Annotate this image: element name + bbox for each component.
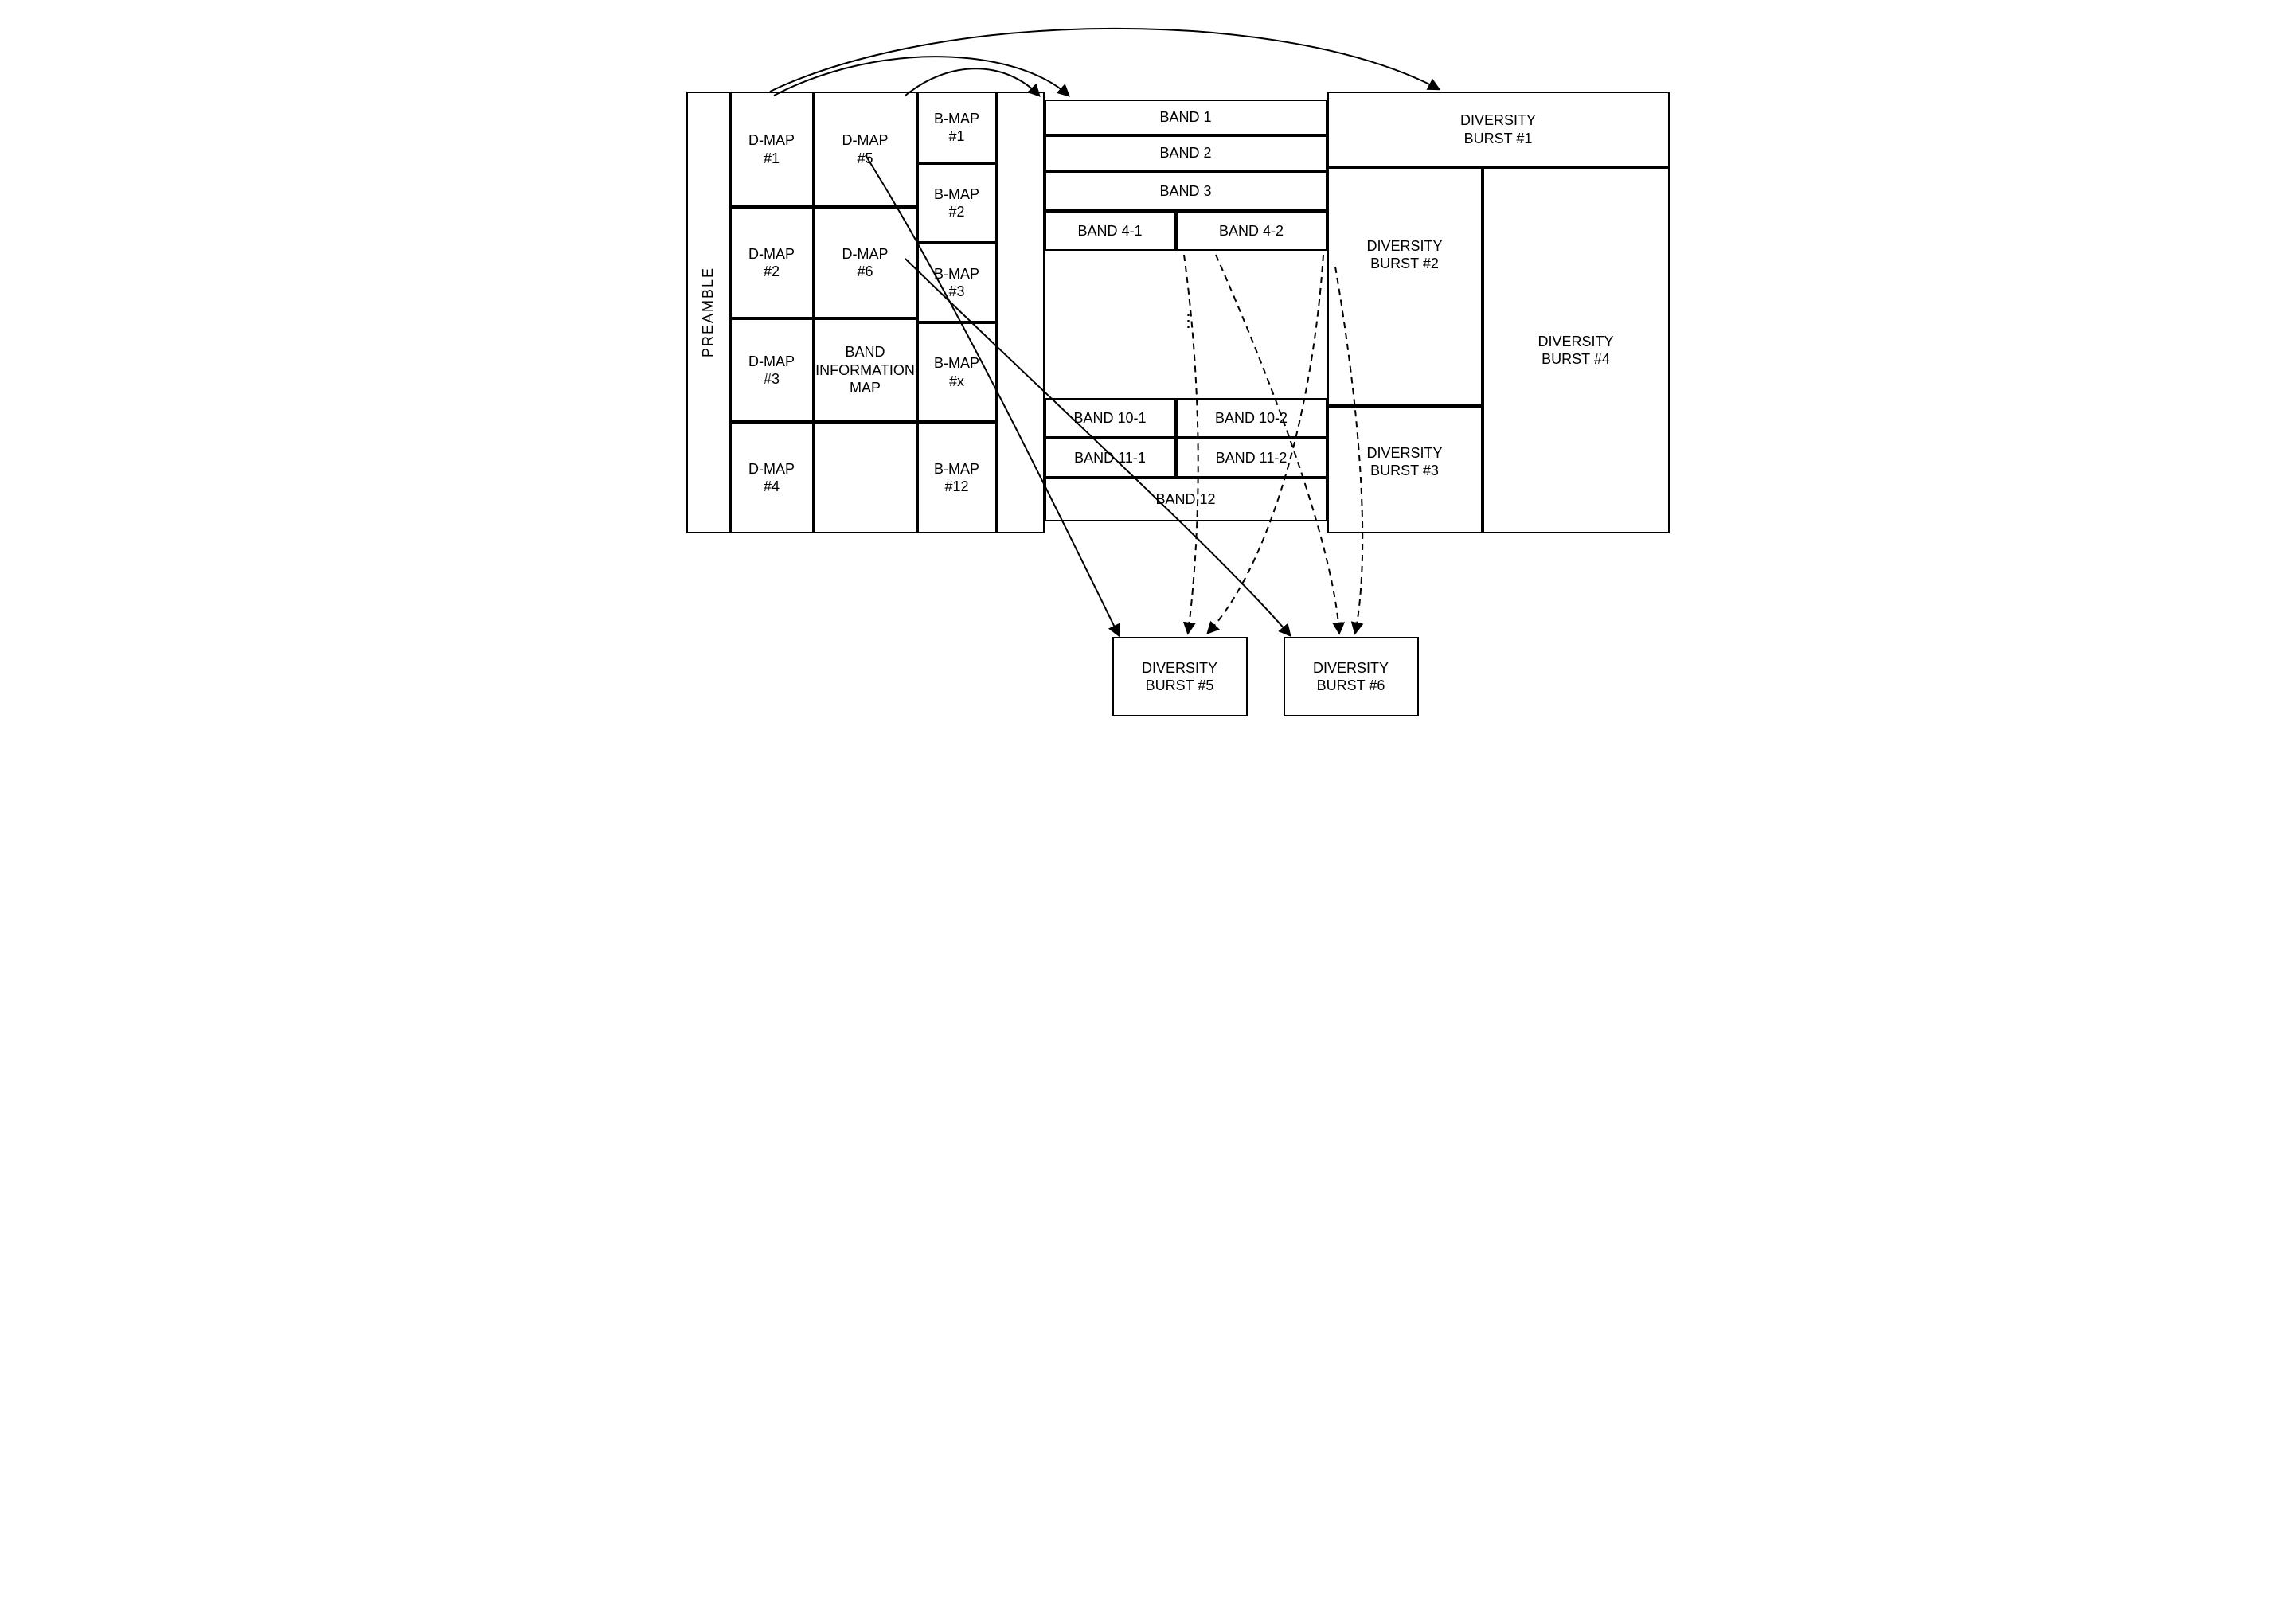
- bmap-4: B-MAP#x: [917, 322, 997, 422]
- band-top-1-label: BAND 1: [1159, 108, 1211, 127]
- band-bot-2-r-label: BAND 11-2: [1216, 449, 1288, 467]
- band-bot-1-r-label: BAND 10-2: [1215, 409, 1288, 427]
- preamble: PREAMBLE: [686, 92, 730, 533]
- band-top-3: BAND 3: [1045, 171, 1327, 211]
- spacer-col: [997, 92, 1045, 533]
- bmap-1: B-MAP#1: [917, 92, 997, 163]
- dmap-col1-2-label: D-MAP#2: [748, 245, 795, 281]
- diversity-burst-in-1: DIVERSITYBURST #1: [1327, 92, 1670, 167]
- dmap-col1-4: D-MAP#4: [730, 422, 814, 533]
- diversity-burst-out-2: DIVERSITYBURST #6: [1284, 637, 1419, 716]
- dmap-col2-2-label: D-MAP#6: [842, 245, 889, 281]
- dmap-col2-2: D-MAP#6: [814, 207, 917, 318]
- dmap-col1-2: D-MAP#2: [730, 207, 814, 318]
- diagram-stage: PREAMBLE D-MAP#1 D-MAP#2 D-MAP#3 D-MAP#4 D-MA…: [571, 16, 1712, 828]
- diversity-burst-in-4: DIVERSITYBURST #4: [1483, 167, 1670, 533]
- dmap-col2-3: BANDINFORMATIONMAP: [814, 318, 917, 422]
- dmap-col2-4: [814, 422, 917, 533]
- bmap-5-label: B-MAP#12: [934, 460, 979, 496]
- dmap-col2-3-label: BANDINFORMATIONMAP: [815, 343, 915, 397]
- bmap-5: B-MAP#12: [917, 422, 997, 533]
- diversity-burst-in-2-label: DIVERSITYBURST #2: [1366, 237, 1442, 273]
- diversity-burst-in-3: DIVERSITYBURST #3: [1327, 406, 1483, 533]
- band-4-2: BAND 4-2: [1176, 211, 1327, 251]
- diversity-burst-out-2-label: DIVERSITYBURST #6: [1313, 659, 1389, 695]
- diversity-burst-out-1-label: DIVERSITYBURST #5: [1142, 659, 1217, 695]
- diversity-burst-in-3-label: DIVERSITYBURST #3: [1366, 444, 1442, 480]
- band-4-1-label: BAND 4-1: [1077, 222, 1142, 240]
- preamble-label: PREAMBLE: [699, 267, 717, 357]
- band-12-label: BAND 12: [1155, 490, 1215, 509]
- band-bot-1-l-label: BAND 10-1: [1073, 409, 1146, 427]
- diversity-burst-out-1: DIVERSITYBURST #5: [1112, 637, 1248, 716]
- dmap-col1-1-label: D-MAP#1: [748, 131, 795, 167]
- bmap-2-label: B-MAP#2: [934, 185, 979, 221]
- dmap-col1-1: D-MAP#1: [730, 92, 814, 207]
- diversity-burst-in-4-label: DIVERSITYBURST #4: [1538, 333, 1613, 369]
- dmap-col2-1-label: D-MAP#5: [842, 131, 889, 167]
- band-bot-2-r: BAND 11-2: [1176, 438, 1327, 478]
- diversity-burst-in-2: DIVERSITYBURST #2: [1327, 167, 1483, 406]
- dmap-col2-1: D-MAP#5: [814, 92, 917, 207]
- bmap-3: B-MAP#3: [917, 243, 997, 322]
- band-bot-1-l: BAND 10-1: [1045, 398, 1176, 438]
- band-top-1: BAND 1: [1045, 100, 1327, 135]
- bmap-1-label: B-MAP#1: [934, 110, 979, 146]
- band-4-2-label: BAND 4-2: [1219, 222, 1284, 240]
- band-top-2: BAND 2: [1045, 135, 1327, 171]
- band-bot-2-l-label: BAND 11-1: [1074, 449, 1146, 467]
- dmap-col1-3: D-MAP#3: [730, 318, 814, 422]
- arrow-solid-2: [774, 57, 1069, 96]
- bmap-4-label: B-MAP#x: [934, 354, 979, 390]
- dmap-col1-4-label: D-MAP#4: [748, 460, 795, 496]
- diversity-burst-in-1-label: DIVERSITYBURST #1: [1460, 111, 1536, 147]
- band-4-1: BAND 4-1: [1045, 211, 1176, 251]
- band-top-2-label: BAND 2: [1159, 144, 1211, 162]
- band-bot-2-l: BAND 11-1: [1045, 438, 1176, 478]
- band-bot-1-r: BAND 10-2: [1176, 398, 1327, 438]
- ellipsis: ⋮: [1180, 310, 1199, 331]
- bmap-2: B-MAP#2: [917, 163, 997, 243]
- dmap-col1-3-label: D-MAP#3: [748, 353, 795, 388]
- band-12: BAND 12: [1045, 478, 1327, 521]
- band-top-3-label: BAND 3: [1159, 182, 1211, 201]
- arrow-solid-1: [770, 29, 1439, 92]
- bmap-3-label: B-MAP#3: [934, 265, 979, 301]
